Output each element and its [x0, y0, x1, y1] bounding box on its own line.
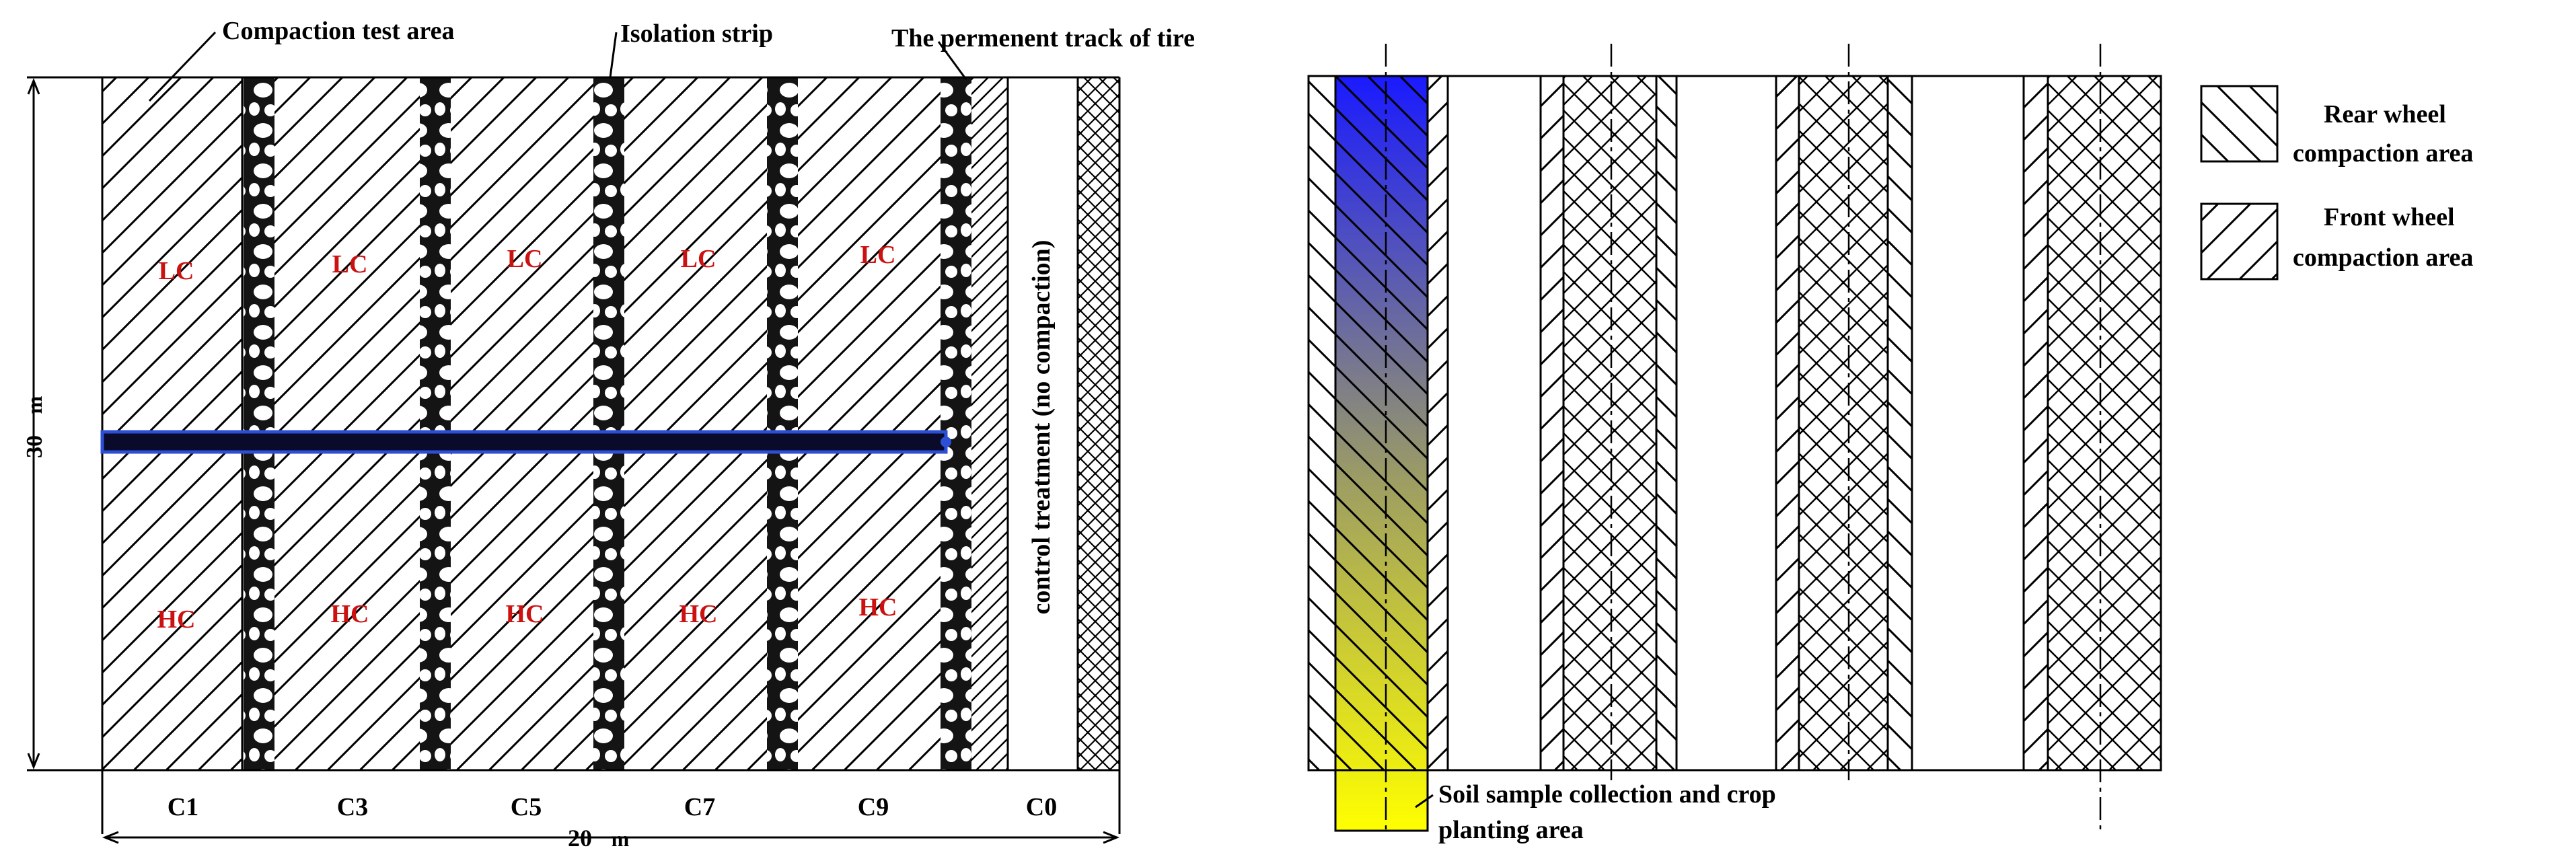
overlap-compaction-area: [1799, 76, 1888, 770]
legend-front-swatch: [2200, 202, 2279, 280]
rear-wheel-area: [1656, 76, 1677, 770]
plot-label-upper: LC: [681, 245, 716, 273]
divider-end-dot: [941, 437, 951, 447]
plot-label-lower: HC: [679, 600, 718, 628]
height-dimension-unit: m: [22, 396, 46, 414]
control-plot: [1008, 77, 1078, 770]
column-label: C5: [511, 793, 542, 821]
column-label: C9: [858, 793, 889, 821]
plot-label-lower: HC: [157, 605, 196, 634]
left-panel: 30 m 20 m LC LC LC LC LC HC HC HC HC HC …: [22, 17, 1195, 852]
legend: Rear wheel compaction area Front wheel c…: [2200, 85, 2473, 280]
plot-label-lower: HC: [506, 600, 544, 628]
legend-rear-swatch: [2200, 85, 2279, 163]
soil-sample-label: planting area: [1438, 816, 1584, 844]
callout-compaction-test-area: Compaction test area: [222, 17, 454, 45]
front-wheel-area: [1428, 76, 1448, 770]
plot-c3: [273, 77, 420, 770]
compaction-divider-bar: [100, 430, 948, 454]
callout-permanent-track: The permenent track of tire: [891, 24, 1195, 52]
front-wheel-area: [1541, 76, 1563, 770]
overlap-compaction-area: [2048, 76, 2161, 770]
rear-wheel-area: [1309, 76, 1428, 770]
callout-isolation-strip: Isolation strip: [620, 20, 773, 48]
isolation-strip: [767, 77, 798, 770]
overlap-compaction-area: [1563, 76, 1656, 770]
plot-c9: [798, 77, 941, 770]
height-dimension-line: [27, 77, 40, 770]
plot-c1: [102, 77, 242, 770]
control-treatment-label: control treatment (no compaction): [1027, 240, 1056, 615]
plot-label-upper: LC: [507, 245, 543, 273]
isolation-strip: [941, 77, 971, 770]
column-label: C1: [168, 793, 198, 821]
legend-rear-label: compaction area: [2293, 139, 2473, 167]
plot-label-upper: LC: [159, 257, 194, 285]
column-label-control: C0: [1026, 793, 1057, 821]
column-label: C3: [337, 793, 368, 821]
permanent-tire-track: [971, 77, 1008, 770]
isolation-strip: [244, 77, 274, 770]
wheel-centerline: [1385, 44, 2102, 834]
height-dimension-number: 30: [22, 435, 47, 458]
front-wheel-area: [2024, 76, 2048, 770]
width-dimension-number: 20: [568, 825, 592, 852]
plot-c5: [451, 77, 593, 770]
legend-front-label: compaction area: [2293, 243, 2473, 272]
legend-front-label: Front wheel: [2324, 203, 2455, 231]
rear-wheel-area: [1888, 76, 1912, 770]
plot-c7: [624, 77, 767, 770]
width-dimension-line: [102, 831, 1120, 844]
legend-rear-label: Rear wheel: [2324, 100, 2446, 128]
front-wheel-area: [1776, 76, 1799, 770]
plot-label-lower: HC: [859, 593, 897, 622]
plot-label-upper: LC: [860, 241, 896, 269]
edge-track-strip: [1078, 77, 1119, 770]
right-panel: Soil sample collection and crop planting…: [1307, 44, 2473, 844]
isolation-strip: [420, 77, 451, 770]
soil-callout-line: [1415, 794, 1434, 809]
plot-label-upper: LC: [332, 250, 368, 278]
isolation-strip: [593, 77, 624, 770]
soil-sample-label: Soil sample collection and crop: [1438, 780, 1776, 809]
column-label: C7: [684, 793, 715, 821]
width-dimension-unit: m: [612, 827, 630, 851]
plot-label-lower: HC: [331, 600, 369, 628]
